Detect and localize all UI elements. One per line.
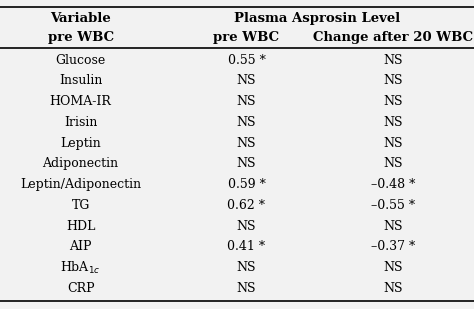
Text: Change after 20 WBC: Change after 20 WBC (313, 31, 474, 44)
Text: HOMA-IR: HOMA-IR (50, 95, 111, 108)
Text: Glucose: Glucose (55, 54, 106, 67)
Text: NS: NS (383, 157, 403, 170)
Text: NS: NS (383, 282, 403, 295)
Text: NS: NS (383, 54, 403, 67)
Text: NS: NS (237, 261, 256, 274)
Text: Leptin: Leptin (60, 137, 101, 150)
Text: Variable: Variable (50, 12, 111, 25)
Text: CRP: CRP (67, 282, 94, 295)
Text: –0.55 *: –0.55 * (371, 199, 416, 212)
Text: NS: NS (237, 157, 256, 170)
Text: NS: NS (383, 261, 403, 274)
Text: Irisin: Irisin (64, 116, 97, 129)
Text: AIP: AIP (69, 240, 92, 253)
Text: 0.59 *: 0.59 * (228, 178, 265, 191)
Text: NS: NS (237, 220, 256, 233)
Text: NS: NS (383, 74, 403, 87)
Text: NS: NS (237, 95, 256, 108)
Text: 0.41 *: 0.41 * (228, 240, 265, 253)
Text: 0.55 *: 0.55 * (228, 54, 265, 67)
Text: pre WBC: pre WBC (213, 31, 280, 44)
Text: TG: TG (72, 199, 90, 212)
Text: –0.48 *: –0.48 * (371, 178, 416, 191)
Text: –0.37 *: –0.37 * (371, 240, 416, 253)
Text: NS: NS (383, 137, 403, 150)
Text: Plasma Asprosin Level: Plasma Asprosin Level (235, 12, 401, 25)
Text: NS: NS (383, 95, 403, 108)
Text: Insulin: Insulin (59, 74, 102, 87)
Text: HbA$_{1c}$: HbA$_{1c}$ (60, 260, 101, 276)
Text: Leptin/Adiponectin: Leptin/Adiponectin (20, 178, 141, 191)
Text: 0.62 *: 0.62 * (228, 199, 265, 212)
Text: NS: NS (383, 220, 403, 233)
Text: NS: NS (383, 116, 403, 129)
Text: NS: NS (237, 116, 256, 129)
Text: NS: NS (237, 137, 256, 150)
Text: pre WBC: pre WBC (47, 31, 114, 44)
Text: NS: NS (237, 282, 256, 295)
Text: Adiponectin: Adiponectin (43, 157, 118, 170)
Text: NS: NS (237, 74, 256, 87)
Text: HDL: HDL (66, 220, 95, 233)
